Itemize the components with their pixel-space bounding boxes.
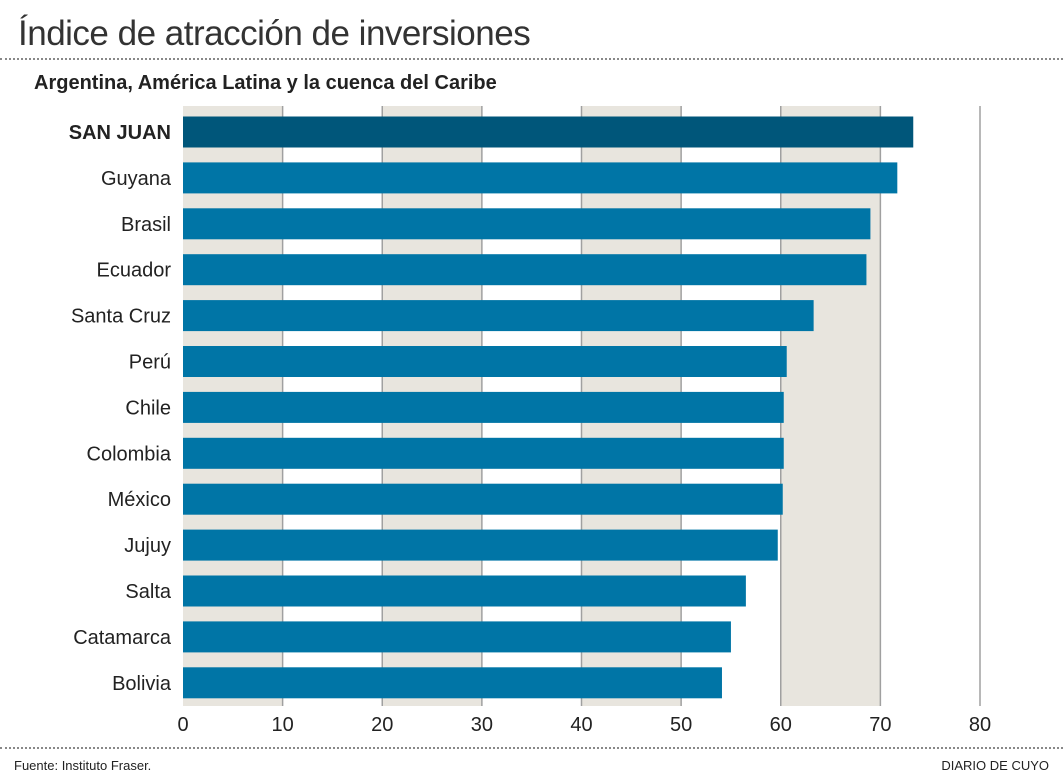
x-tick-label: 70 — [869, 714, 891, 736]
category-label: Bolivia — [112, 673, 172, 695]
x-tick-label: 50 — [670, 714, 692, 736]
x-tick-label: 40 — [570, 714, 592, 736]
category-label: Chile — [125, 397, 171, 419]
category-label: Catamarca — [73, 627, 172, 649]
chart-title: Índice de atracción de inversiones — [18, 14, 531, 53]
category-label: Ecuador — [97, 260, 172, 282]
divider — [0, 747, 1063, 749]
bar — [183, 575, 746, 607]
x-tick-label: 30 — [471, 714, 493, 736]
bar-chart: 0 10 20 30 40 50 60 70 80 SAN JUAN Guyana Brasil Ecu… — [69, 106, 991, 736]
bar — [183, 391, 784, 423]
bar — [183, 208, 871, 240]
category-label: Colombia — [87, 443, 172, 465]
bar — [183, 254, 867, 286]
bar — [183, 529, 778, 561]
bar — [183, 346, 787, 377]
bar — [183, 483, 783, 515]
publisher-name: DIARIO DE CUYO — [941, 758, 1049, 773]
bar — [183, 116, 914, 148]
bar — [183, 437, 784, 469]
category-label: SAN JUAN — [69, 122, 171, 144]
category-label: Guyana — [101, 168, 172, 190]
x-tick-label: 10 — [272, 714, 294, 736]
x-tick-label: 80 — [969, 714, 991, 736]
divider — [0, 58, 1063, 60]
x-tick-label: 0 — [177, 714, 188, 736]
category-label: Jujuy — [124, 535, 171, 557]
x-tick-label: 60 — [770, 714, 792, 736]
category-label: Salta — [125, 581, 171, 603]
chart-subtitle: Argentina, América Latina y la cuenca de… — [34, 72, 497, 94]
x-tick-label: 20 — [371, 714, 393, 736]
bar — [183, 621, 731, 653]
category-label: Brasil — [121, 214, 171, 236]
category-label: México — [108, 489, 171, 511]
bar — [183, 162, 898, 194]
category-label: Santa Cruz — [71, 306, 171, 328]
bar — [183, 667, 722, 699]
category-label: Perú — [129, 352, 171, 374]
grid-band — [780, 106, 881, 706]
source-note: Fuente: Instituto Fraser. — [14, 758, 152, 773]
bar — [183, 300, 814, 332]
